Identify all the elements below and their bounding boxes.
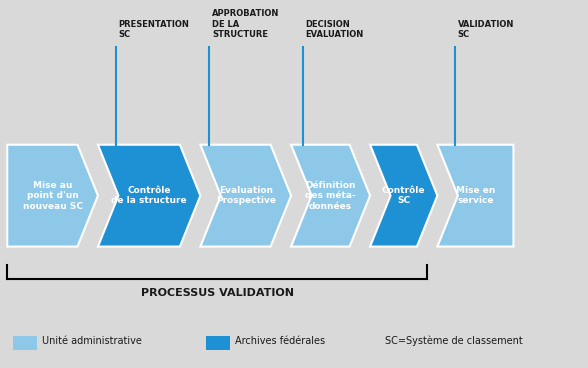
Text: Contrôle
SC: Contrôle SC xyxy=(382,186,426,205)
Text: Archives fédérales: Archives fédérales xyxy=(235,336,326,346)
Polygon shape xyxy=(291,145,370,247)
Text: DECISION
EVALUATION: DECISION EVALUATION xyxy=(306,20,364,39)
Text: Définition
des méta-
données: Définition des méta- données xyxy=(305,181,356,210)
Text: PRESENTATION
SC: PRESENTATION SC xyxy=(118,20,189,39)
Text: Unité administrative: Unité administrative xyxy=(42,336,142,346)
Polygon shape xyxy=(201,145,291,247)
Text: VALIDATION
SC: VALIDATION SC xyxy=(458,20,514,39)
Polygon shape xyxy=(370,145,437,247)
FancyBboxPatch shape xyxy=(206,336,230,350)
Text: PROCESSUS VALIDATION: PROCESSUS VALIDATION xyxy=(141,289,293,298)
Text: Evaluation
Prospective: Evaluation Prospective xyxy=(216,186,276,205)
Text: SC=Système de classement: SC=Système de classement xyxy=(385,336,523,346)
Text: Contrôle
de la structure: Contrôle de la structure xyxy=(111,186,187,205)
Text: Mise en
service: Mise en service xyxy=(456,186,495,205)
Text: Mise au
point d'un
nouveau SC: Mise au point d'un nouveau SC xyxy=(22,181,82,210)
Polygon shape xyxy=(7,145,98,247)
Polygon shape xyxy=(98,145,201,247)
Polygon shape xyxy=(437,145,513,247)
FancyBboxPatch shape xyxy=(13,336,36,350)
Text: APPROBATION
DE LA
STRUCTURE: APPROBATION DE LA STRUCTURE xyxy=(212,10,279,39)
